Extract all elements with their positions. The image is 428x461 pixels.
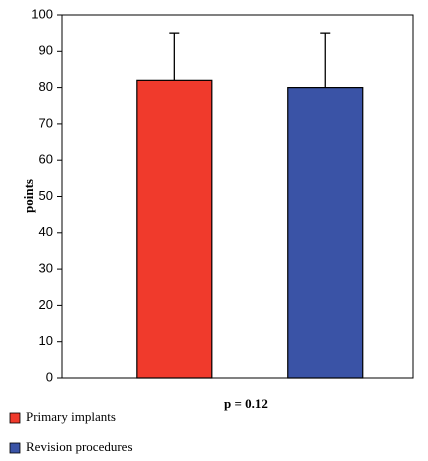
y-tick-label: 60: [39, 152, 53, 167]
y-tick-label: 0: [46, 369, 53, 384]
legend-swatch: [9, 412, 21, 424]
y-tick-label: 30: [39, 261, 53, 276]
y-tick-label: 40: [39, 224, 53, 239]
y-tick-label: 90: [39, 43, 53, 58]
y-tick-label: 80: [39, 79, 53, 94]
legend-swatch: [9, 442, 21, 454]
legend-label: Revision procedures: [26, 439, 133, 454]
y-axis-label: points: [21, 179, 36, 213]
bar: [136, 79, 213, 379]
y-tick-label: 20: [39, 297, 53, 312]
bar: [287, 86, 364, 379]
y-tick-label: 70: [39, 115, 53, 130]
y-tick-label: 10: [39, 333, 53, 348]
y-tick-label: 100: [31, 6, 53, 21]
legend-label: Primary implants: [26, 409, 116, 424]
x-axis-label: p = 0.12: [224, 396, 268, 411]
y-tick-label: 50: [39, 188, 53, 203]
